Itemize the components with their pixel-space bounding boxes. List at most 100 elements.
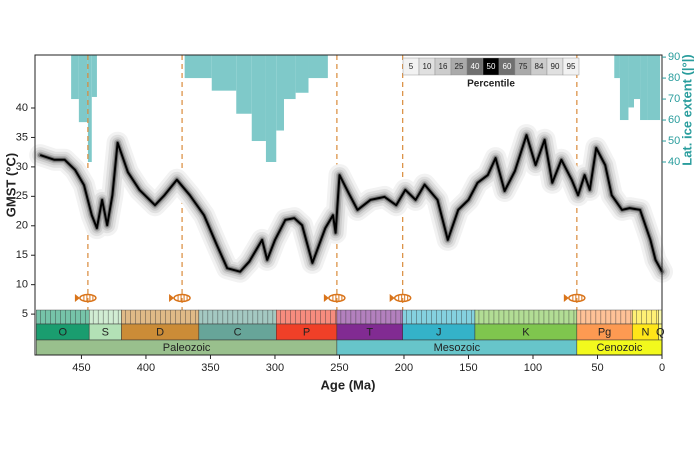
legend-label: 75 (519, 62, 528, 71)
stage-cell (121, 309, 200, 325)
legend-swatch (562, 57, 580, 76)
ice-bar (647, 55, 661, 121)
ice-bar (87, 55, 92, 162)
legend-label: 16 (439, 62, 448, 71)
period-label: S (102, 326, 109, 338)
legend-label: 25 (455, 62, 464, 71)
stage-cell (88, 309, 122, 325)
extinction-icon (169, 293, 191, 303)
y-axis-label: GMST (°C) (3, 153, 18, 217)
period-label: T (366, 326, 373, 338)
period-label: Pg (598, 326, 611, 338)
stage-cell (36, 309, 90, 325)
legend-label: 95 (567, 62, 576, 71)
ice-bar (251, 55, 266, 142)
x-tick-label: 50 (591, 362, 603, 374)
fish-bones (177, 295, 188, 301)
y2-tick-label: 50 (668, 135, 680, 147)
y-tick-label: 40 (16, 102, 28, 114)
fish-bones (332, 295, 343, 301)
ice-bar (91, 55, 97, 97)
period-label: K (522, 326, 530, 338)
legend-label: 50 (487, 62, 496, 71)
y-tick-label: 30 (16, 161, 28, 173)
x-tick-label: 150 (459, 362, 477, 374)
period-label: N (642, 326, 650, 338)
fish-tail (389, 294, 395, 302)
period-label: P (303, 326, 310, 338)
fish-tail (563, 294, 569, 302)
stage-cell (474, 309, 578, 325)
x-tick-label: 350 (201, 362, 219, 374)
y2-tick-label: 40 (668, 156, 680, 168)
y-tick-label: 20 (16, 220, 28, 232)
period-label: O (58, 326, 67, 338)
ice-bar (184, 55, 212, 79)
plot-frame (34, 54, 663, 356)
y2-tick-label: 60 (668, 114, 680, 126)
legend-label: 90 (551, 62, 560, 71)
legend-label: 5 (409, 62, 414, 71)
fish-bones (572, 295, 583, 301)
x-tick-label: 0 (659, 362, 665, 374)
legend-label: 60 (503, 62, 512, 71)
extinction-icon (323, 293, 346, 303)
x-tick-label: 450 (72, 362, 90, 374)
ice-bar (283, 55, 296, 100)
x-tick-label: 400 (137, 362, 155, 374)
extinction-icon (563, 293, 586, 303)
period-label: Q (656, 326, 665, 338)
period-label: C (234, 326, 242, 338)
era-label: Cenozoic (596, 342, 642, 354)
y-tick-label: 5 (22, 308, 28, 320)
ice-bar (236, 55, 252, 114)
stage-cell (336, 309, 403, 325)
ice-bar (640, 55, 648, 121)
x-axis-label: Age (Ma) (321, 377, 376, 392)
fish-tail (323, 294, 329, 302)
period-label: J (436, 326, 442, 338)
era-label: Paleozoic (163, 342, 211, 354)
stage-cell (402, 309, 476, 325)
ice-bar (78, 55, 88, 123)
extinction-icon (389, 293, 412, 303)
ice-bar (614, 55, 620, 79)
legend-label: 10 (423, 62, 432, 71)
period-label: D (156, 326, 164, 338)
ice-bar (71, 55, 79, 100)
era-label: Mesozoic (434, 342, 481, 354)
y2-tick-label: 70 (668, 93, 680, 105)
ice-bar (628, 55, 635, 108)
ice-bar (619, 55, 629, 121)
stage-cell (198, 309, 277, 325)
stage-cell (576, 309, 633, 325)
ice-bar (265, 55, 277, 162)
ice-bar (211, 55, 237, 91)
y2-axis-label: Lat. ice extent (|°|) (679, 54, 694, 165)
y-tick-label: 10 (16, 279, 28, 291)
fish-tail (169, 294, 175, 302)
x-tick-label: 100 (524, 362, 542, 374)
ice-bar (634, 55, 641, 100)
ice-bar (295, 55, 309, 93)
y2-tick-label: 80 (668, 72, 680, 84)
x-tick-label: 300 (266, 362, 284, 374)
fish-bones (398, 295, 409, 301)
x-tick-label: 250 (330, 362, 348, 374)
y-tick-label: 35 (16, 131, 28, 143)
fish-bones (83, 295, 94, 301)
legend-label: 84 (535, 62, 544, 71)
ice-bar (308, 55, 328, 79)
fish-tail (74, 294, 80, 302)
y-tick-label: 25 (16, 190, 28, 202)
extinction-icon (74, 293, 97, 303)
legend-title: Percentile (467, 79, 515, 90)
ice-bar (276, 55, 284, 131)
stage-cell (658, 309, 663, 325)
y2-tick-label: 90 (668, 51, 680, 63)
median-line (39, 134, 663, 273)
legend-label: 40 (471, 62, 480, 71)
x-tick-label: 200 (395, 362, 413, 374)
y-tick-label: 15 (16, 249, 28, 261)
